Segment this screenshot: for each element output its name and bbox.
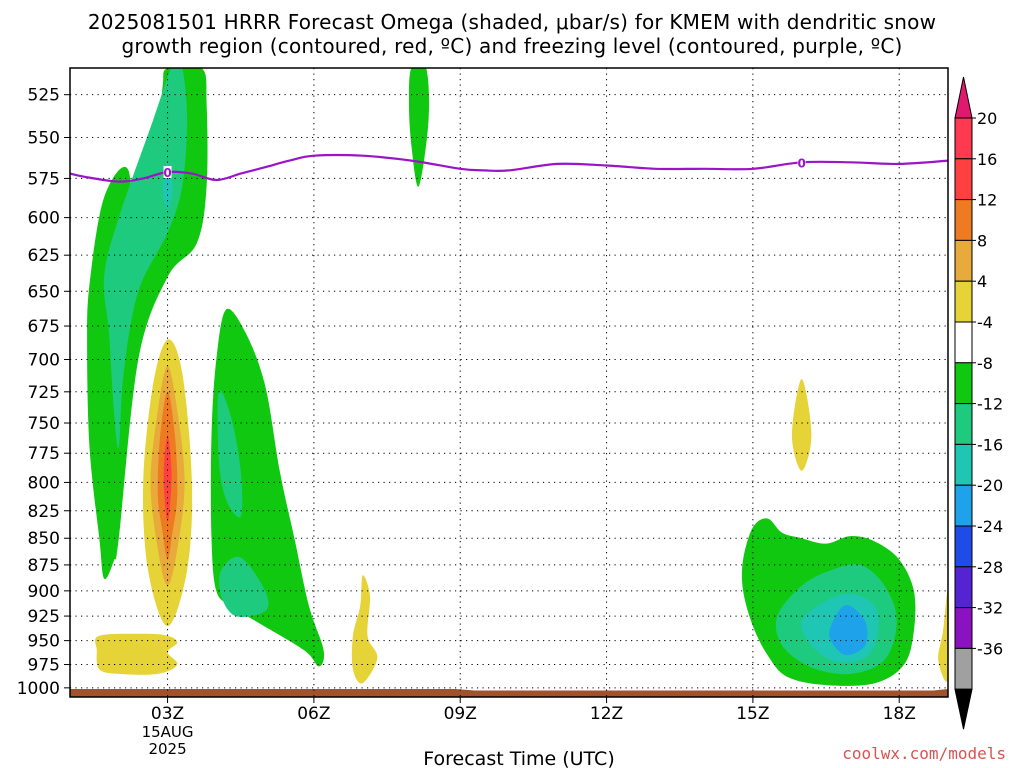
- freezing-label-bg-0: [163, 166, 172, 179]
- plot-area: 00: [70, 68, 948, 697]
- colorbar-bin-8: [954, 443, 973, 486]
- x-tick-label-15Z: 15Z: [736, 704, 769, 724]
- x-tick-label-03Z: 03Z: [151, 704, 184, 724]
- colorbar-top-arrow: [954, 76, 973, 119]
- omega-region-14: [163, 435, 172, 522]
- x-tick-label-09Z: 09Z: [444, 704, 477, 724]
- y-tick-label-825: 825: [28, 502, 60, 522]
- colorbar-label-10: -24: [977, 517, 1003, 536]
- y-tick-label-575: 575: [28, 169, 60, 189]
- colorbar-bin-10: [954, 525, 973, 568]
- y-tick-label-800: 800: [28, 473, 60, 493]
- colorbar-bin-7: [954, 403, 973, 445]
- omega-region-4: [217, 390, 243, 518]
- colorbar-label-7: -12: [977, 395, 1003, 414]
- colorbar-label-5: -4: [977, 313, 993, 332]
- colorbar-label-11: -28: [977, 558, 1003, 577]
- colorbar-label-4: 4: [977, 272, 987, 291]
- y-tick-label-550: 550: [28, 129, 60, 149]
- y-tick-label-600: 600: [28, 209, 60, 229]
- chart-title-line-1: 2025081501 HRRR Forecast Omega (shaded, …: [87, 10, 937, 34]
- freezing-level-label-1: 0: [797, 156, 805, 170]
- colorbar-bin-1: [954, 158, 973, 201]
- y-tick-label-900: 900: [28, 582, 60, 602]
- colorbar-bin-6: [954, 362, 973, 405]
- y-tick-label-775: 775: [28, 444, 60, 464]
- freezing-level-label-0: 0: [163, 166, 171, 180]
- colorbar-bin-4: [954, 280, 973, 323]
- colorbar-bin-3: [954, 239, 973, 282]
- y-tick-label-725: 725: [28, 383, 60, 403]
- chart-title-line-2: growth region (contoured, red, ºC) and f…: [121, 34, 903, 58]
- y-tick-label-875: 875: [28, 556, 60, 576]
- x-tick-sublabel-1: 2025: [148, 740, 186, 758]
- omega-region-16: [351, 575, 378, 684]
- freezing-label-bg-1: [797, 156, 806, 169]
- omega-region-10: [829, 605, 868, 656]
- y-tick-label-975: 975: [28, 656, 60, 676]
- colorbar-label-1: 16: [977, 150, 997, 169]
- colorbar-bin-11: [954, 566, 973, 609]
- omega-region-6: [408, 68, 430, 187]
- colorbar-label-12: -32: [977, 599, 1003, 618]
- colorbar-bin-0: [954, 117, 973, 160]
- omega-region-17: [791, 379, 812, 471]
- colorbar-bin-9: [954, 484, 973, 527]
- colorbar-label-3: 8: [977, 231, 987, 250]
- x-tick-label-12Z: 12Z: [590, 704, 623, 724]
- colorbar-label-6: -8: [977, 354, 993, 373]
- y-tick-label-675: 675: [28, 317, 60, 337]
- y-tick-label-925: 925: [28, 607, 60, 627]
- y-tick-label-750: 750: [28, 414, 60, 434]
- colorbar-label-9: -20: [977, 476, 1003, 495]
- omega-region-18: [938, 589, 948, 682]
- source-credit: coolwx.com/models: [842, 744, 1006, 763]
- colorbar-label-2: 12: [977, 191, 997, 210]
- x-axis-label: Forecast Time (UTC): [423, 748, 614, 768]
- y-tick-label-850: 850: [28, 529, 60, 549]
- omega-region-15: [95, 633, 178, 675]
- colorbar-bottom-arrow: [954, 688, 973, 730]
- colorbar-label-0: 20: [977, 109, 997, 128]
- surface-ground: [70, 689, 948, 697]
- y-tick-label-950: 950: [28, 632, 60, 652]
- y-tick-label-700: 700: [28, 351, 60, 371]
- omega-region-5: [219, 556, 269, 617]
- x-tick-label-06Z: 06Z: [297, 704, 330, 724]
- omega-region-1: [103, 68, 188, 449]
- colorbar-bin-13: [954, 647, 973, 690]
- x-tick-sublabel-0: 15AUG: [142, 723, 194, 741]
- x-tick-label-18Z: 18Z: [883, 704, 916, 724]
- y-tick-label-1000: 1000: [17, 679, 60, 699]
- y-tick-label-650: 650: [28, 282, 60, 302]
- colorbar-label-8: -16: [977, 435, 1003, 454]
- y-tick-label-625: 625: [28, 246, 60, 266]
- colorbar-bin-2: [954, 199, 973, 241]
- colorbar-bin-12: [954, 607, 973, 649]
- y-tick-label-525: 525: [28, 86, 60, 106]
- colorbar-label-13: -36: [977, 639, 1003, 658]
- plot-border: [69, 67, 949, 698]
- colorbar-bin-5: [954, 321, 973, 364]
